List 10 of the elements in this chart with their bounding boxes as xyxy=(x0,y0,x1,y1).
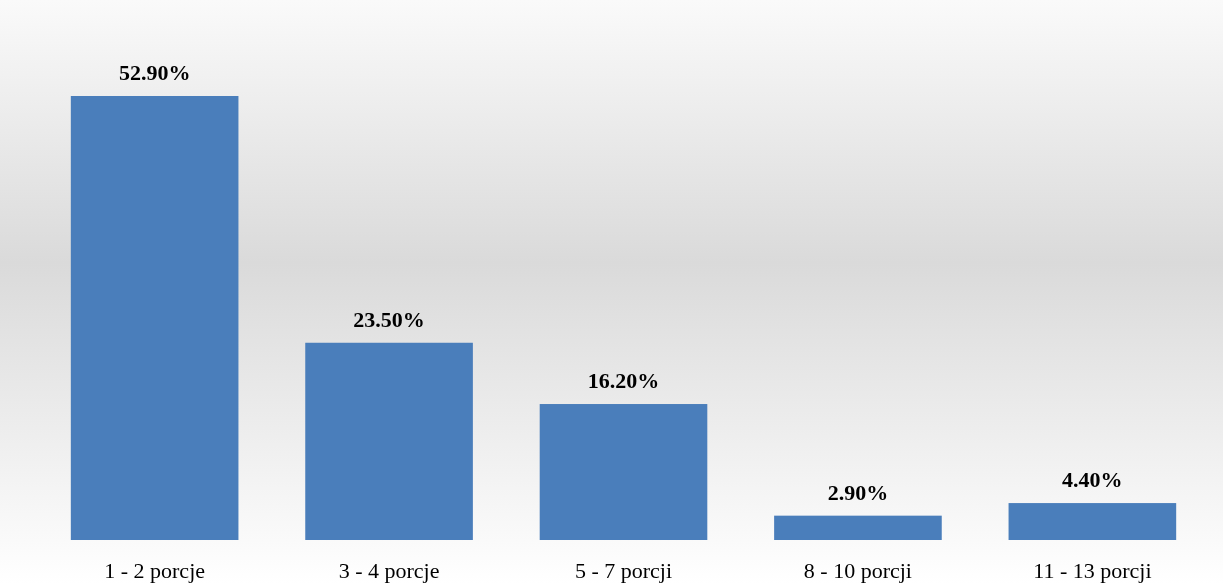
data-label: 52.90% xyxy=(118,60,191,85)
data-label: 16.20% xyxy=(587,368,660,394)
data-label: 2.90% xyxy=(827,479,889,505)
x-tick-label: 8 - 10 porcji xyxy=(803,558,913,583)
x-tick-label: 3 - 4 porcje xyxy=(338,558,440,583)
data-label: 4.40% xyxy=(1062,467,1123,493)
x-tick-label: 1 - 2 porcje xyxy=(104,558,206,583)
data-label: 23.50% xyxy=(353,306,425,332)
x-tick-label: 11 - 13 porcji xyxy=(1033,558,1152,583)
x-tick-label: 5 - 7 porcji xyxy=(574,558,673,583)
